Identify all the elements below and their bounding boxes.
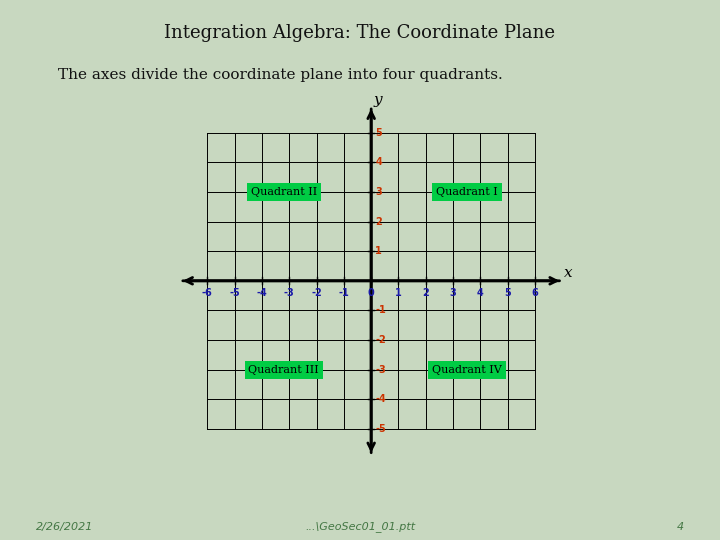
Text: Quadrant I: Quadrant I [436,187,498,197]
Text: 1: 1 [395,288,402,298]
Text: 3: 3 [375,187,382,197]
Text: 4: 4 [375,157,382,167]
Text: 0: 0 [368,288,374,298]
Text: 5: 5 [375,128,382,138]
Text: Quadrant III: Quadrant III [248,364,319,375]
Text: -6: -6 [202,288,212,298]
Text: -2: -2 [311,288,322,298]
Text: The axes divide the coordinate plane into four quadrants.: The axes divide the coordinate plane int… [58,68,503,82]
Text: -1: -1 [375,306,386,315]
Text: Quadrant II: Quadrant II [251,187,317,197]
Text: 4: 4 [477,288,484,298]
Text: -3: -3 [375,364,386,375]
Text: 5: 5 [504,288,511,298]
Text: 2: 2 [375,217,382,227]
Text: 2/26/2021: 2/26/2021 [36,522,94,532]
Text: Integration Algebra: The Coordinate Plane: Integration Algebra: The Coordinate Plan… [164,24,556,42]
Text: y: y [374,93,382,107]
Text: Quadrant IV: Quadrant IV [432,364,502,375]
Text: 6: 6 [531,288,539,298]
Text: x: x [564,266,572,280]
Text: -5: -5 [375,424,386,434]
Text: -3: -3 [284,288,294,298]
Text: 1: 1 [375,246,382,256]
Text: -4: -4 [375,394,386,404]
Text: -5: -5 [229,288,240,298]
Text: -2: -2 [375,335,386,345]
Text: 3: 3 [450,288,456,298]
Text: 4: 4 [677,522,684,532]
Text: -1: -1 [338,288,349,298]
Text: 2: 2 [423,288,429,298]
Text: -4: -4 [256,288,267,298]
Text: ...\GeoSec01_01.ptt: ...\GeoSec01_01.ptt [305,521,415,532]
